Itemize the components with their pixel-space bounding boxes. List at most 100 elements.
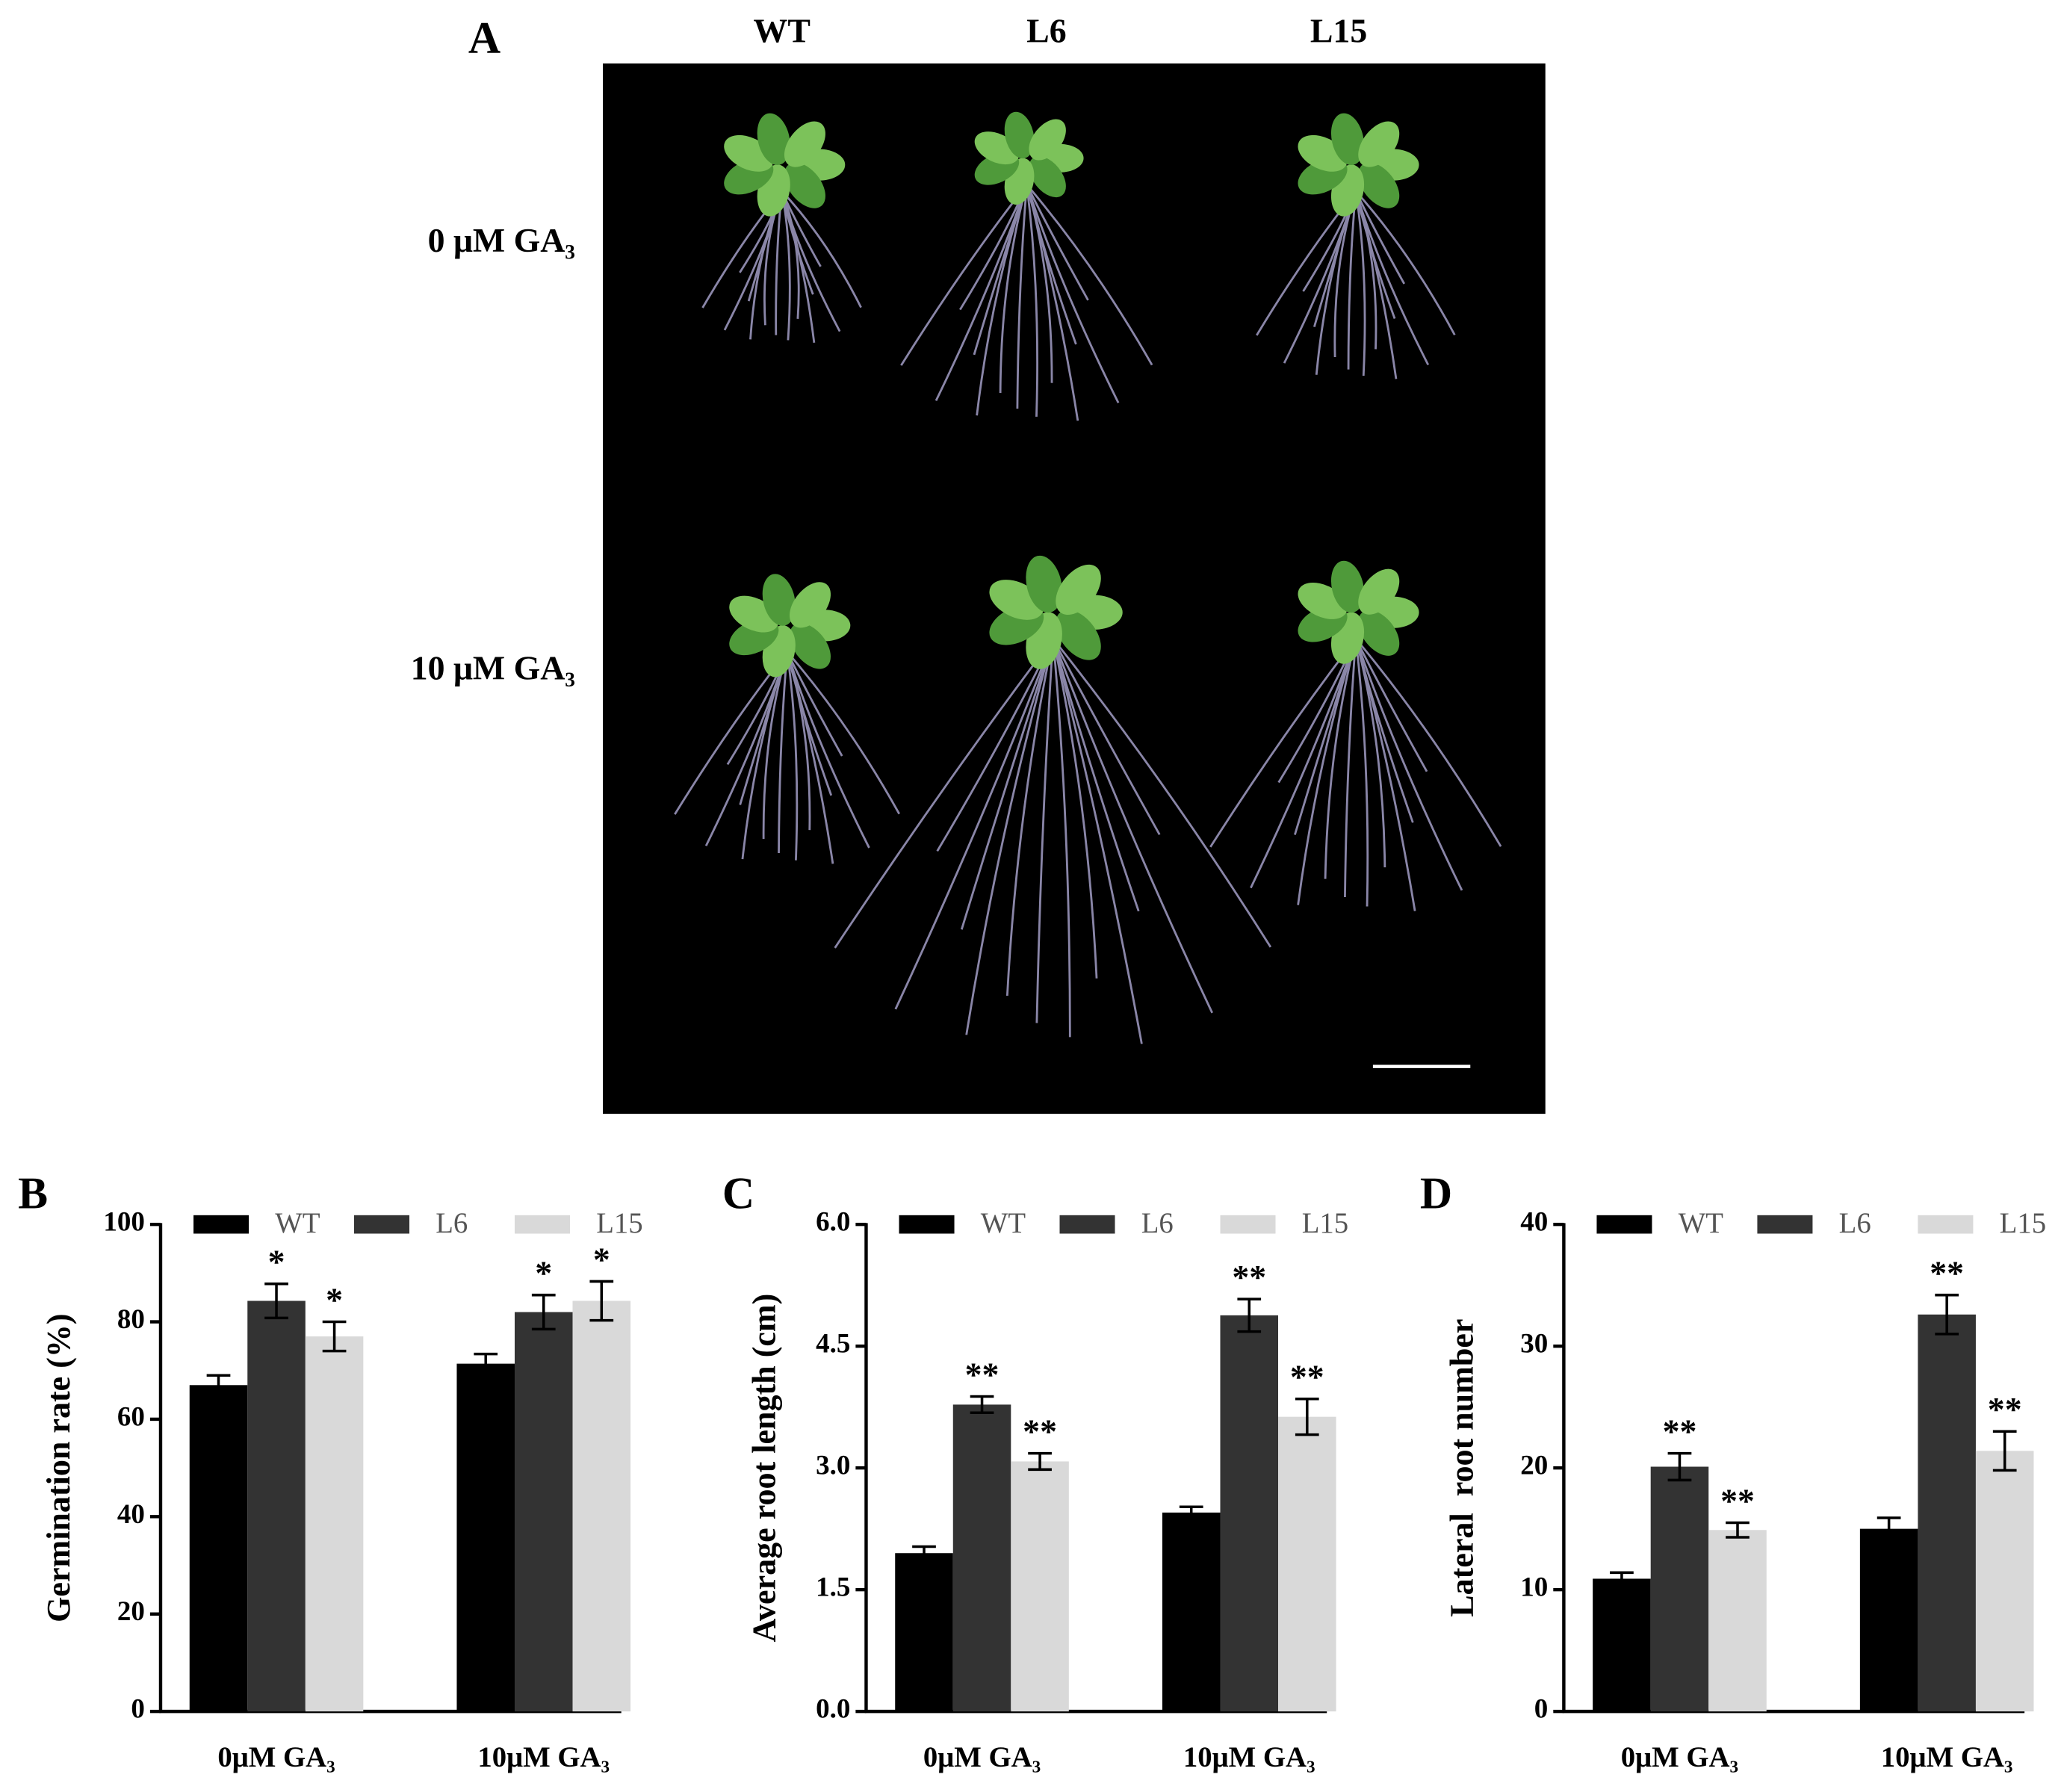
panel-label: C <box>722 1169 754 1218</box>
legend-label: WT <box>981 1207 1026 1239</box>
y-tick-label: 1.5 <box>816 1572 850 1603</box>
root <box>900 184 1028 366</box>
root <box>1016 184 1028 409</box>
y-tick-label: 4.5 <box>816 1329 850 1359</box>
root <box>1052 638 1071 1038</box>
significance-label: ** <box>1988 1390 2022 1428</box>
root <box>1354 638 1502 847</box>
plant-illustrations <box>674 111 1502 1044</box>
y-tick-label: 40 <box>117 1499 145 1530</box>
root <box>1026 184 1038 417</box>
root <box>1209 638 1357 848</box>
leaf <box>1358 568 1400 615</box>
error-bar <box>474 1352 498 1375</box>
root <box>786 651 901 815</box>
y-tick-label: 0 <box>1534 1694 1549 1725</box>
root <box>1035 638 1055 1023</box>
x-tick-label: 0μM GA₃ <box>217 1741 335 1773</box>
panel-label: D <box>1420 1169 1452 1218</box>
y-tick-label: 40 <box>1520 1207 1548 1238</box>
error-bar <box>1876 1516 1901 1542</box>
bar <box>952 1404 1011 1712</box>
bar <box>514 1312 573 1712</box>
error-bar <box>589 1280 614 1322</box>
root <box>1026 184 1120 403</box>
error-bar <box>1179 1505 1203 1520</box>
leaf <box>762 574 796 626</box>
error-bar <box>1726 1521 1750 1539</box>
bar <box>1278 1416 1336 1712</box>
column-label: L6 <box>1026 12 1066 50</box>
legend-label: WT <box>1679 1207 1724 1239</box>
error-bar <box>531 1293 556 1331</box>
root <box>834 638 1054 949</box>
legend-label: L15 <box>596 1207 642 1239</box>
root <box>1052 638 1161 835</box>
root <box>786 651 870 849</box>
error-bar <box>264 1282 288 1320</box>
legend-swatch <box>193 1215 250 1234</box>
panel-label: A <box>468 13 500 63</box>
leaf <box>1330 560 1365 613</box>
bar <box>1011 1461 1069 1712</box>
y-tick-label: 0 <box>131 1694 145 1725</box>
y-tick-label: 20 <box>1520 1451 1548 1481</box>
legend-swatch <box>1596 1215 1652 1234</box>
error-bar <box>912 1545 936 1561</box>
error-bar <box>1992 1430 2017 1472</box>
bar <box>1918 1314 1976 1712</box>
bar <box>1650 1466 1709 1712</box>
significance-label: * <box>593 1240 610 1278</box>
significance-label: ** <box>1663 1412 1697 1450</box>
bar <box>1162 1512 1221 1712</box>
y-tick-label: 0.0 <box>816 1694 850 1725</box>
bar <box>1708 1530 1767 1712</box>
root <box>1297 638 1357 905</box>
bar <box>247 1300 306 1712</box>
y-axis-title: Germination rate (%) <box>40 1313 77 1622</box>
error-bar <box>1935 1293 1959 1336</box>
leaf <box>1029 156 1066 198</box>
bar <box>305 1336 364 1712</box>
significance-label: ** <box>1720 1481 1755 1519</box>
error-bar <box>1667 1451 1692 1482</box>
significance-label: ** <box>965 1355 1000 1393</box>
root <box>1026 184 1077 345</box>
column-label: L15 <box>1310 12 1367 50</box>
root <box>1354 190 1430 366</box>
error-bar <box>1610 1571 1634 1587</box>
leaf <box>784 121 825 167</box>
row-label: 10 μM GA₃ <box>411 649 575 687</box>
x-tick-label: 10μM GA₃ <box>1881 1741 2013 1773</box>
legend-label: L6 <box>1141 1207 1174 1239</box>
x-tick-label: 0μM GA₃ <box>1621 1741 1738 1773</box>
legend-swatch <box>354 1215 410 1234</box>
root <box>894 638 1055 1010</box>
root <box>781 190 841 332</box>
legend-swatch <box>899 1215 955 1234</box>
row-label: 0 μM GA₃ <box>428 221 575 259</box>
legend-swatch <box>514 1215 570 1234</box>
root <box>1052 638 1098 979</box>
root <box>999 184 1028 394</box>
bar <box>1975 1451 2034 1712</box>
root <box>781 190 862 309</box>
root <box>1052 638 1272 948</box>
root <box>1324 638 1357 879</box>
root <box>786 651 799 861</box>
legend-label: WT <box>275 1207 320 1239</box>
leaf <box>1004 111 1035 159</box>
root <box>1354 638 1414 823</box>
x-tick-label: 10μM GA₃ <box>477 1741 610 1773</box>
root <box>1354 638 1428 772</box>
x-tick-label: 0μM GA₃ <box>923 1741 1041 1773</box>
error-bar <box>322 1320 347 1353</box>
leaf <box>1056 564 1101 616</box>
error-bar <box>1237 1298 1262 1333</box>
y-tick-label: 10 <box>1520 1572 1548 1603</box>
y-tick-label: 20 <box>117 1596 145 1627</box>
root <box>1250 638 1357 889</box>
significance-label: ** <box>1930 1254 1964 1292</box>
root <box>960 638 1055 930</box>
